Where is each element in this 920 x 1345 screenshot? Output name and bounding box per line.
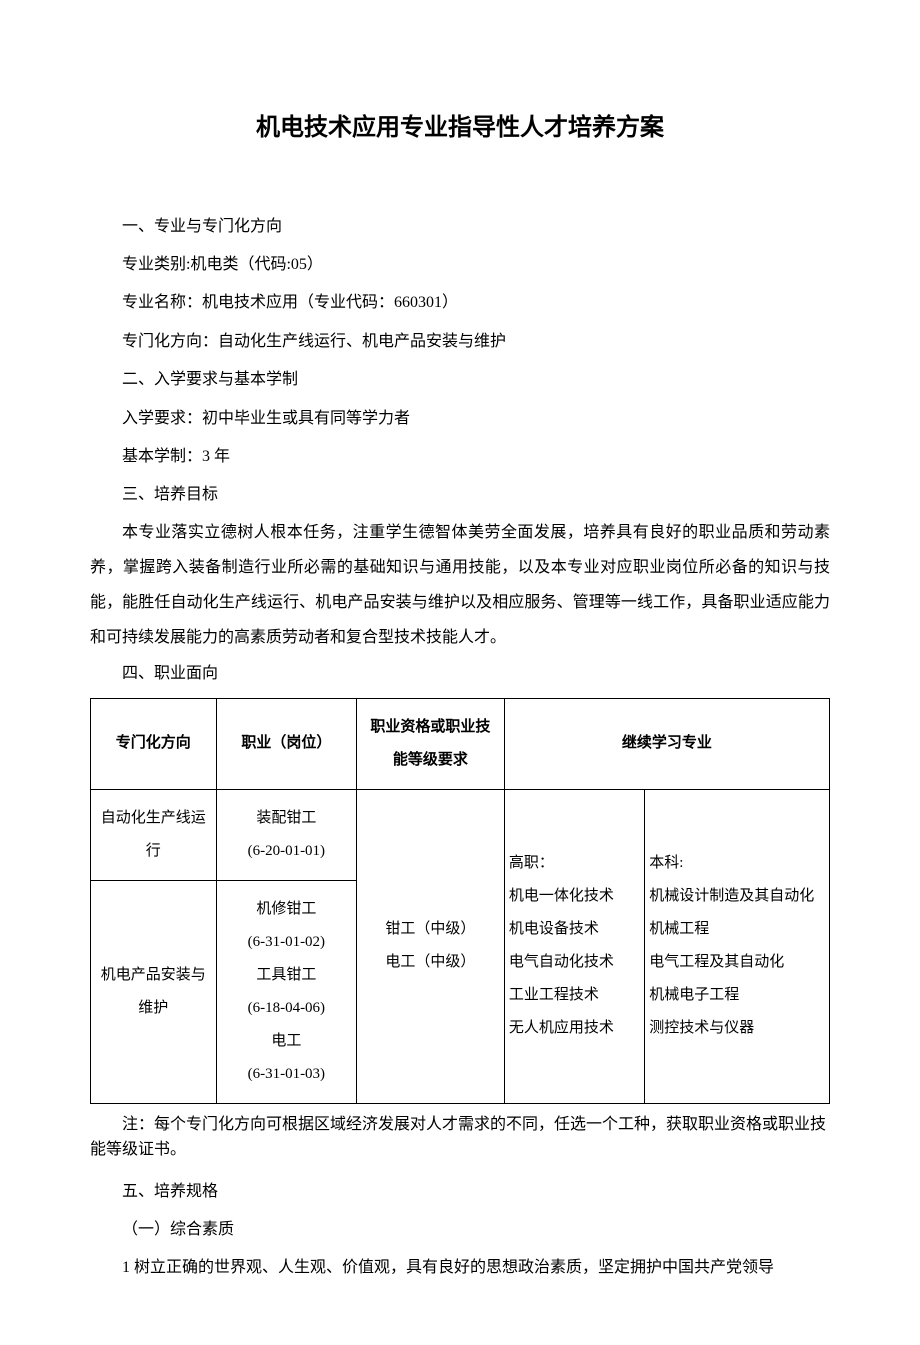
- cell-job-2: 机修钳工 (6-31-01-02) 工具钳工 (6-18-04-06) 电工 (…: [216, 880, 356, 1103]
- cell-gaozhi: 高职： 机电一体化技术 机电设备技术 电气自动化技术 工业工程技术 无人机应用技…: [504, 789, 644, 1103]
- cell-benke: 本科: 机械设计制造及其自动化 机械工程 电气工程及其自动化 机械电子工程 测控…: [645, 789, 830, 1103]
- th-qualification: 职业资格或职业技能等级要求: [357, 698, 505, 789]
- table-header-row: 专门化方向 职业（岗位） 职业资格或职业技能等级要求 继续学习专业: [91, 698, 830, 789]
- section-3-heading: 三、培养目标: [90, 476, 830, 514]
- section-2-heading: 二、入学要求与基本学制: [90, 361, 830, 399]
- document-title: 机电技术应用专业指导性人才培养方案: [90, 100, 830, 158]
- s2-requirement: 入学要求：初中毕业生或具有同等学力者: [90, 400, 830, 438]
- cell-direction-1: 自动化生产线运行: [91, 789, 217, 880]
- th-direction: 专门化方向: [91, 698, 217, 789]
- th-further-study: 继续学习专业: [504, 698, 829, 789]
- s1-name: 专业名称：机电技术应用（专业代码：660301）: [90, 284, 830, 322]
- cell-direction-2: 机电产品安装与维护: [91, 880, 217, 1103]
- s5-item1: 1 树立正确的世界观、人生观、价值观，具有良好的思想政治素质，坚定拥护中国共产党…: [90, 1250, 830, 1285]
- s1-direction: 专门化方向：自动化生产线运行、机电产品安装与维护: [90, 323, 830, 361]
- s2-duration: 基本学制：3 年: [90, 438, 830, 476]
- table-row: 自动化生产线运行 装配钳工 (6-20-01-01) 钳工（中级） 电工（中级）…: [91, 789, 830, 880]
- section-5-heading: 五、培养规格: [90, 1173, 830, 1211]
- section-1-heading: 一、专业与专门化方向: [90, 208, 830, 246]
- s3-paragraph: 本专业落实立德树人根本任务，注重学生德智体美劳全面发展，培养具有良好的职业品质和…: [90, 515, 830, 656]
- s1-category: 专业类别:机电类（代码:05）: [90, 246, 830, 284]
- th-occupation: 职业（岗位）: [216, 698, 356, 789]
- cell-job-1: 装配钳工 (6-20-01-01): [216, 789, 356, 880]
- career-table: 专门化方向 职业（岗位） 职业资格或职业技能等级要求 继续学习专业 自动化生产线…: [90, 698, 830, 1104]
- s5-sub1: （一）综合素质: [90, 1211, 830, 1249]
- section-4-heading: 四、职业面向: [90, 655, 830, 693]
- table-note: 注：每个专门化方向可根据区域经济发展对人才需求的不同，任选一个工种，获取职业资格…: [90, 1112, 830, 1163]
- cell-qualification: 钳工（中级） 电工（中级）: [357, 789, 505, 1103]
